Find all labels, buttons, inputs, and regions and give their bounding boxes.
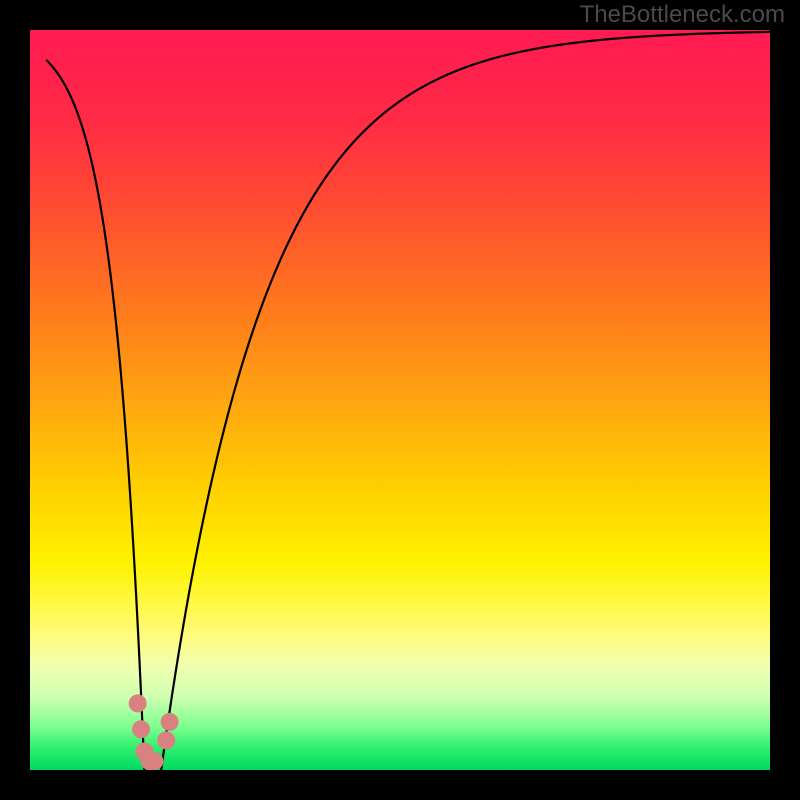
marker-dot xyxy=(132,720,150,738)
marker-dot xyxy=(157,731,175,749)
marker-dot xyxy=(129,694,147,712)
watermark-text: TheBottleneck.com xyxy=(580,1,785,28)
bottleneck-chart: TheBottleneck.com xyxy=(0,0,800,800)
marker-dot xyxy=(145,752,163,770)
marker-dot xyxy=(161,713,179,731)
plot-background xyxy=(30,30,770,770)
